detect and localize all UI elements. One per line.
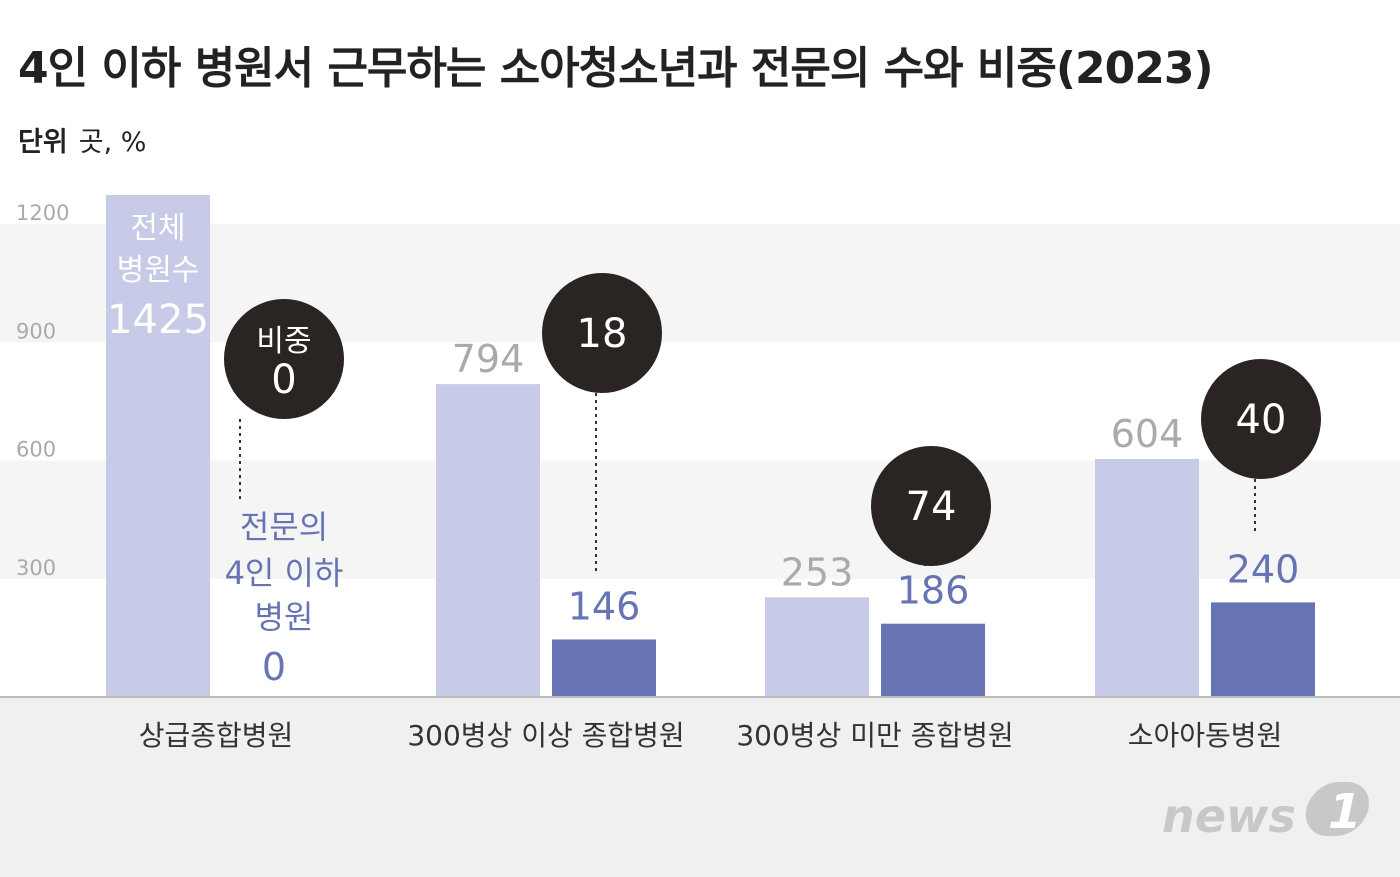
unit-value: 곳, % — [79, 127, 147, 158]
bar-specialist — [1211, 602, 1315, 697]
share-bubble — [224, 299, 344, 419]
y-tick-label: 1200 — [16, 201, 69, 225]
specialist-label-line1: 전문의 — [240, 508, 328, 546]
share-value: 74 — [906, 484, 957, 530]
bars — [106, 195, 1315, 697]
share-bubble — [542, 273, 662, 393]
share-label: 비중 — [256, 324, 311, 359]
share-value: 18 — [577, 311, 628, 357]
share-value: 40 — [1236, 397, 1287, 443]
grid-band — [0, 224, 1400, 343]
bar-specialist — [881, 623, 985, 697]
share-value: 0 — [271, 357, 296, 403]
category-label: 300병상 미만 종합병원 — [736, 719, 1013, 752]
share-bubbles: 비중0 18 74 40 — [224, 273, 1321, 566]
bar-specialist — [552, 639, 656, 697]
total-value-label: 253 — [781, 550, 854, 594]
bar-total — [436, 384, 540, 697]
share-bubble — [871, 446, 991, 566]
total-label-line2: 병원수 — [117, 253, 200, 288]
total-value-label: 794 — [452, 337, 525, 381]
bar-total — [765, 597, 869, 697]
category-label: 소아아동병원 — [1128, 719, 1283, 752]
bar-total — [1095, 458, 1199, 697]
category-label: 상급종합병원 — [139, 719, 294, 752]
y-tick-label: 900 — [16, 319, 56, 343]
logo-mark-bg — [1305, 782, 1369, 836]
specialist-value-label: 240 — [1227, 547, 1300, 591]
logo-mark: 1 — [1305, 782, 1369, 840]
y-axis-ticks: 300 600 900 1200 — [16, 201, 69, 580]
bar-total — [106, 195, 210, 697]
unit-label: 단위 — [18, 127, 68, 158]
y-tick-label: 600 — [16, 438, 56, 462]
specialist-label-line2: 4인 이하 — [225, 554, 344, 592]
specialist-value-label: 146 — [568, 584, 641, 628]
y-tick-label: 300 — [16, 556, 56, 580]
specialist-value-label: 0 — [262, 645, 286, 689]
lower-background — [0, 697, 1400, 877]
unit-line: 단위 곳, % — [18, 127, 146, 158]
total-label-line1: 전체 — [130, 211, 185, 246]
specialist-value-label: 186 — [897, 569, 970, 613]
total-value-label: 604 — [1111, 412, 1184, 456]
logo: news 1 — [1162, 782, 1369, 843]
x-axis-categories: 상급종합병원 300병상 이상 종합병원 300병상 미만 종합병원 소아아동병원 — [139, 719, 1283, 752]
logo-text: news — [1162, 789, 1296, 843]
category-label: 300병상 이상 종합병원 — [407, 719, 684, 752]
share-bubble — [1201, 359, 1321, 479]
chart-title: 4인 이하 병원서 근무하는 소아청소년과 전문의 수와 비중(2023) — [18, 43, 1213, 94]
total-value-label: 1425 — [107, 297, 209, 343]
specialist-label-line3: 병원 — [255, 598, 314, 636]
